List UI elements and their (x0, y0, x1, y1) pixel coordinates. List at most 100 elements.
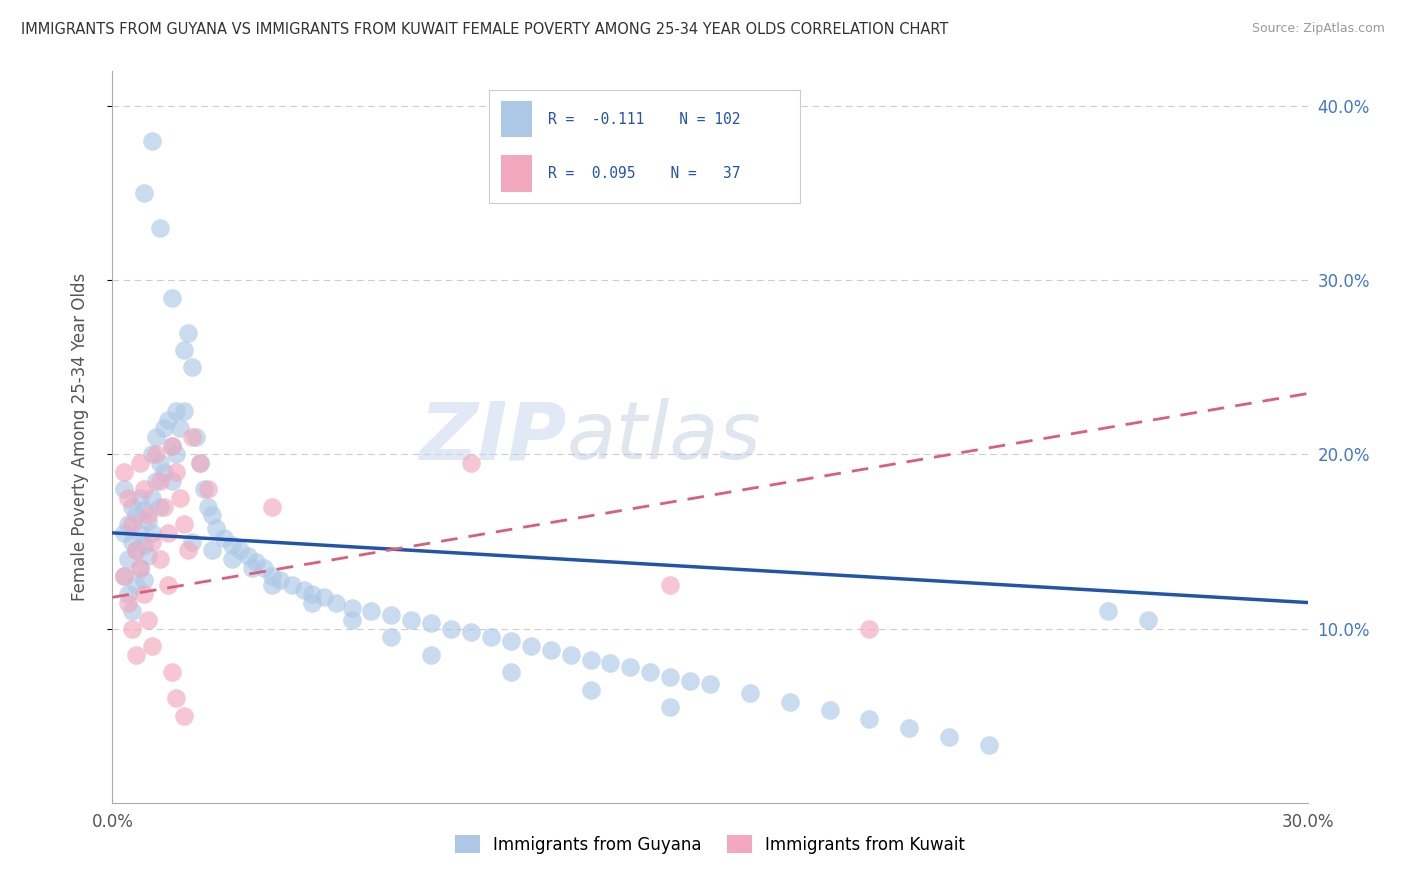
Point (114, 465, 135, 479)
Point (479, 631, 502, 645)
Point (129, 456, 152, 470)
Point (141, 534, 163, 549)
Point (114, 569, 135, 583)
Point (138, 514, 160, 528)
Point (149, 552, 172, 566)
Point (679, 673, 702, 688)
Point (659, 670, 682, 684)
Point (121, 622, 143, 636)
Point (162, 291, 183, 305)
Point (420, 616, 443, 631)
Point (197, 483, 219, 497)
Point (269, 573, 291, 587)
Y-axis label: Female Poverty Among 25-34 Year Olds: Female Poverty Among 25-34 Year Olds (70, 273, 89, 601)
Point (141, 134, 163, 148)
Legend: Immigrants from Guyana, Immigrants from Kuwait: Immigrants from Guyana, Immigrants from … (449, 829, 972, 860)
Point (540, 642, 562, 657)
Text: IMMIGRANTS FROM GUYANA VS IMMIGRANTS FROM KUWAIT FEMALE POVERTY AMONG 25-34 YEAR: IMMIGRANTS FROM GUYANA VS IMMIGRANTS FRO… (21, 22, 949, 37)
Point (129, 491, 152, 505)
Point (188, 456, 211, 470)
Point (121, 534, 143, 549)
Point (699, 677, 721, 691)
Point (659, 700, 682, 714)
Point (236, 549, 259, 563)
Point (125, 648, 148, 662)
Point (162, 439, 183, 453)
Point (619, 660, 641, 674)
Point (141, 525, 163, 540)
Point (499, 665, 522, 680)
Point (240, 560, 263, 574)
Point (520, 639, 543, 653)
Text: atlas: atlas (567, 398, 762, 476)
Point (157, 578, 180, 592)
Point (186, 430, 208, 444)
Point (281, 578, 304, 592)
Point (145, 448, 167, 462)
Point (141, 639, 163, 653)
Point (114, 525, 135, 540)
Point (153, 421, 176, 435)
Point (292, 583, 315, 598)
Point (221, 538, 243, 552)
Point (212, 531, 235, 545)
Point (165, 691, 187, 706)
Point (205, 521, 228, 535)
Point (260, 569, 283, 583)
Point (141, 491, 163, 505)
Point (169, 421, 191, 435)
Point (145, 430, 167, 444)
Point (858, 622, 880, 636)
Point (340, 600, 363, 615)
Point (1097, 604, 1119, 618)
Point (169, 491, 191, 505)
Point (360, 604, 382, 618)
Point (420, 648, 443, 662)
Point (229, 543, 252, 558)
Point (818, 704, 841, 718)
Point (579, 653, 602, 667)
Point (141, 448, 163, 462)
Point (153, 500, 176, 514)
Point (301, 587, 323, 601)
Point (738, 686, 761, 700)
Point (138, 549, 160, 563)
Point (149, 221, 172, 235)
Point (134, 483, 156, 497)
Point (157, 412, 180, 426)
Point (138, 508, 160, 523)
Point (898, 721, 921, 735)
Point (173, 404, 195, 418)
Point (779, 695, 801, 709)
Point (197, 500, 219, 514)
Point (221, 552, 243, 566)
Point (260, 500, 283, 514)
Point (125, 578, 148, 592)
Point (380, 631, 402, 645)
Point (245, 556, 267, 570)
Point (188, 456, 211, 470)
Point (165, 465, 187, 479)
Point (173, 343, 195, 357)
Point (129, 560, 152, 574)
Point (599, 657, 621, 671)
Point (121, 604, 143, 618)
Point (149, 456, 172, 470)
Point (659, 578, 682, 592)
Point (162, 474, 183, 488)
Point (114, 569, 135, 583)
Point (125, 543, 148, 558)
Point (181, 360, 204, 375)
Point (640, 665, 662, 680)
Point (181, 534, 204, 549)
Point (162, 439, 183, 453)
Point (260, 578, 283, 592)
Point (149, 500, 172, 514)
Point (157, 525, 180, 540)
Point (121, 500, 143, 514)
Point (149, 474, 172, 488)
Point (134, 503, 156, 517)
Point (177, 543, 200, 558)
Point (499, 633, 522, 648)
Point (134, 587, 156, 601)
